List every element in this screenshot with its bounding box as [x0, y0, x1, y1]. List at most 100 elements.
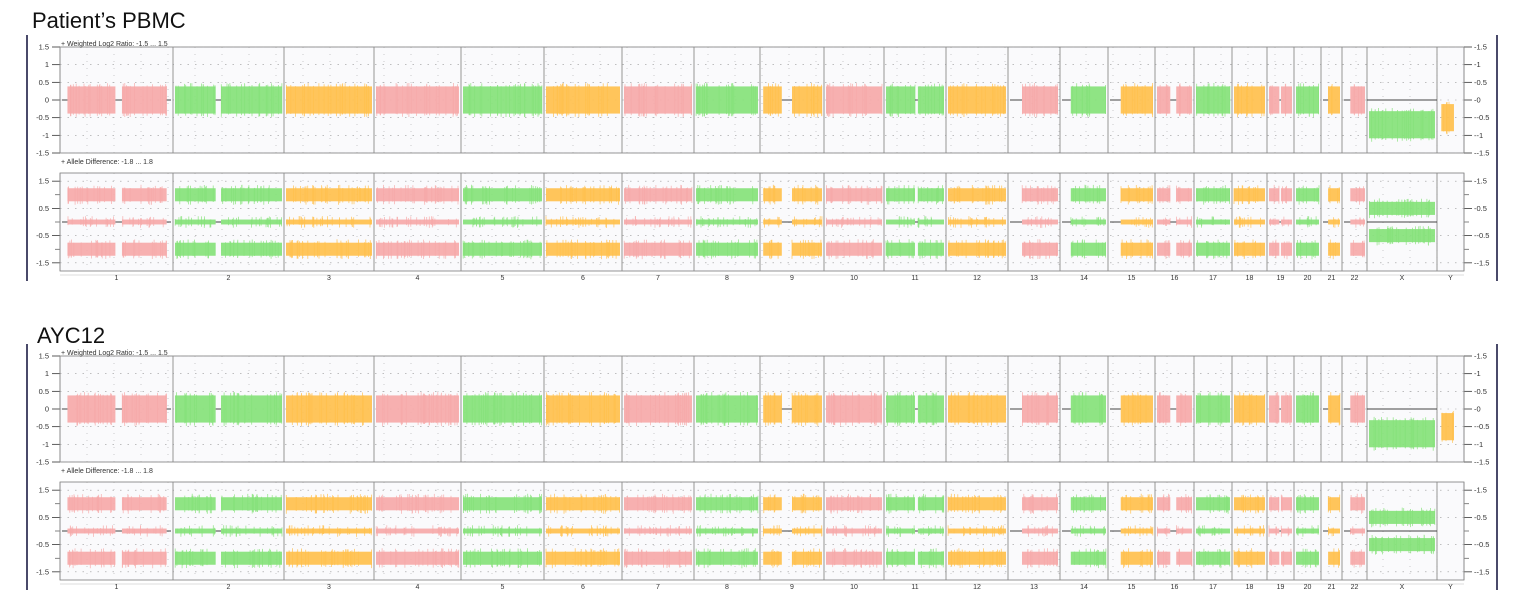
- data-band: [1234, 551, 1265, 565]
- right-tick-label: --0.5: [1474, 231, 1489, 240]
- data-band: [1296, 242, 1319, 256]
- data-band: [1070, 395, 1106, 423]
- chromosome-16-points: [1157, 83, 1192, 117]
- data-scatter: [769, 239, 779, 260]
- data-band: [1296, 497, 1319, 511]
- data-scatter: [67, 185, 112, 205]
- chromosome-Y-points: [1441, 101, 1454, 135]
- chromosome-X-points: [1367, 99, 1437, 142]
- data-scatter: [1027, 525, 1053, 537]
- data-scatter: [950, 392, 998, 426]
- right-tick-label: --1.5: [1474, 458, 1489, 467]
- right-tick-label: --1.5: [1474, 149, 1489, 158]
- data-scatter: [1441, 411, 1454, 443]
- data-band: [826, 86, 882, 114]
- data-scatter: [917, 185, 943, 205]
- track-allele-difference: + Allele Difference: -1.8 ... 1.8 1.5 0.5 -…: [36, 159, 1489, 272]
- data-band: [286, 219, 372, 225]
- data-band: [286, 86, 372, 114]
- data-scatter: [1027, 548, 1058, 569]
- chromosome-1-points: [62, 493, 171, 569]
- chromosome-label: 17: [1209, 275, 1217, 282]
- chromosome-11-points: [886, 392, 944, 426]
- data-scatter: [765, 392, 782, 426]
- chromosome-14-points: [1062, 392, 1106, 426]
- chromosome-label: 19: [1277, 275, 1285, 282]
- chromosome-11-points: [885, 185, 944, 259]
- data-band: [624, 188, 692, 202]
- right-tick-label: --1: [1474, 131, 1483, 140]
- data-scatter: [1197, 239, 1228, 259]
- data-scatter: [1329, 239, 1336, 260]
- chromosome-4-points: [376, 392, 459, 427]
- data-scatter: [176, 239, 209, 260]
- sample-title-pbmc: Patient’s PBMC: [32, 8, 186, 33]
- chromosome-Y-points: [1441, 411, 1454, 443]
- chromosome-1-points: [62, 184, 171, 259]
- data-band: [1176, 395, 1192, 423]
- chromosome-label: 1: [115, 275, 119, 282]
- data-scatter: [1072, 83, 1106, 117]
- chromosome-16-points: [1157, 185, 1192, 259]
- chromosome-7-points: [624, 83, 692, 117]
- data-band: [1296, 551, 1319, 565]
- data-band: [546, 551, 620, 565]
- chromosome-X-points: [1367, 507, 1437, 555]
- data-band: [175, 395, 216, 423]
- chromosome-label: 15: [1128, 584, 1136, 591]
- left-tick-label: 0.5: [39, 513, 49, 522]
- data-band: [1176, 551, 1192, 565]
- data-scatter: [1371, 534, 1434, 555]
- chromosome-label: 6: [581, 275, 585, 282]
- chromosome-22-points: [1344, 186, 1365, 258]
- data-scatter: [1237, 82, 1265, 117]
- data-scatter: [1073, 494, 1106, 513]
- data-scatter: [1373, 416, 1434, 451]
- data-band: [175, 551, 216, 565]
- data-scatter: [1297, 494, 1314, 514]
- data-scatter: [550, 493, 620, 514]
- data-scatter: [285, 493, 372, 514]
- data-scatter: [1023, 239, 1057, 260]
- data-band: [1120, 188, 1153, 202]
- data-band: [826, 188, 882, 202]
- data-band: [1176, 497, 1192, 511]
- data-scatter: [794, 184, 819, 205]
- chromosome-label: 5: [501, 584, 505, 591]
- data-scatter: [1282, 548, 1292, 567]
- data-band: [463, 395, 542, 423]
- track-label: + Allele Difference: -1.8 ... 1.8: [61, 159, 153, 166]
- data-scatter: [1176, 525, 1184, 536]
- data-band: [1157, 86, 1171, 114]
- data-scatter: [1023, 493, 1057, 514]
- data-scatter: [768, 83, 779, 117]
- chromosome-3-points: [285, 493, 372, 569]
- data-scatter: [763, 525, 780, 537]
- data-band: [624, 219, 692, 225]
- data-scatter: [950, 83, 1005, 117]
- chromosome-5-points: [463, 83, 543, 118]
- data-band: [1328, 497, 1340, 511]
- data-band: [121, 528, 167, 534]
- data-scatter: [1124, 525, 1154, 537]
- chromosome-7-points: [623, 184, 693, 260]
- chromosome-17-points: [1195, 391, 1230, 426]
- chromosome-label: Y: [1448, 584, 1453, 591]
- right-tick-label: -1: [1474, 60, 1481, 69]
- data-band: [1296, 528, 1319, 534]
- data-scatter: [376, 83, 458, 117]
- data-band: [67, 86, 116, 114]
- chromosome-18-points: [1234, 82, 1265, 117]
- data-band: [376, 528, 459, 534]
- chromosome-label: 10: [850, 584, 858, 591]
- data-scatter: [1180, 239, 1191, 259]
- left-tick-label: 0.5: [39, 204, 49, 213]
- data-band: [948, 497, 1006, 511]
- chromosome-21-points: [1323, 185, 1340, 260]
- data-scatter: [174, 548, 208, 569]
- chromosome-8-points: [696, 185, 758, 259]
- data-band: [1070, 219, 1106, 225]
- data-scatter: [917, 216, 932, 228]
- data-band: [1328, 528, 1340, 534]
- data-scatter: [626, 216, 692, 228]
